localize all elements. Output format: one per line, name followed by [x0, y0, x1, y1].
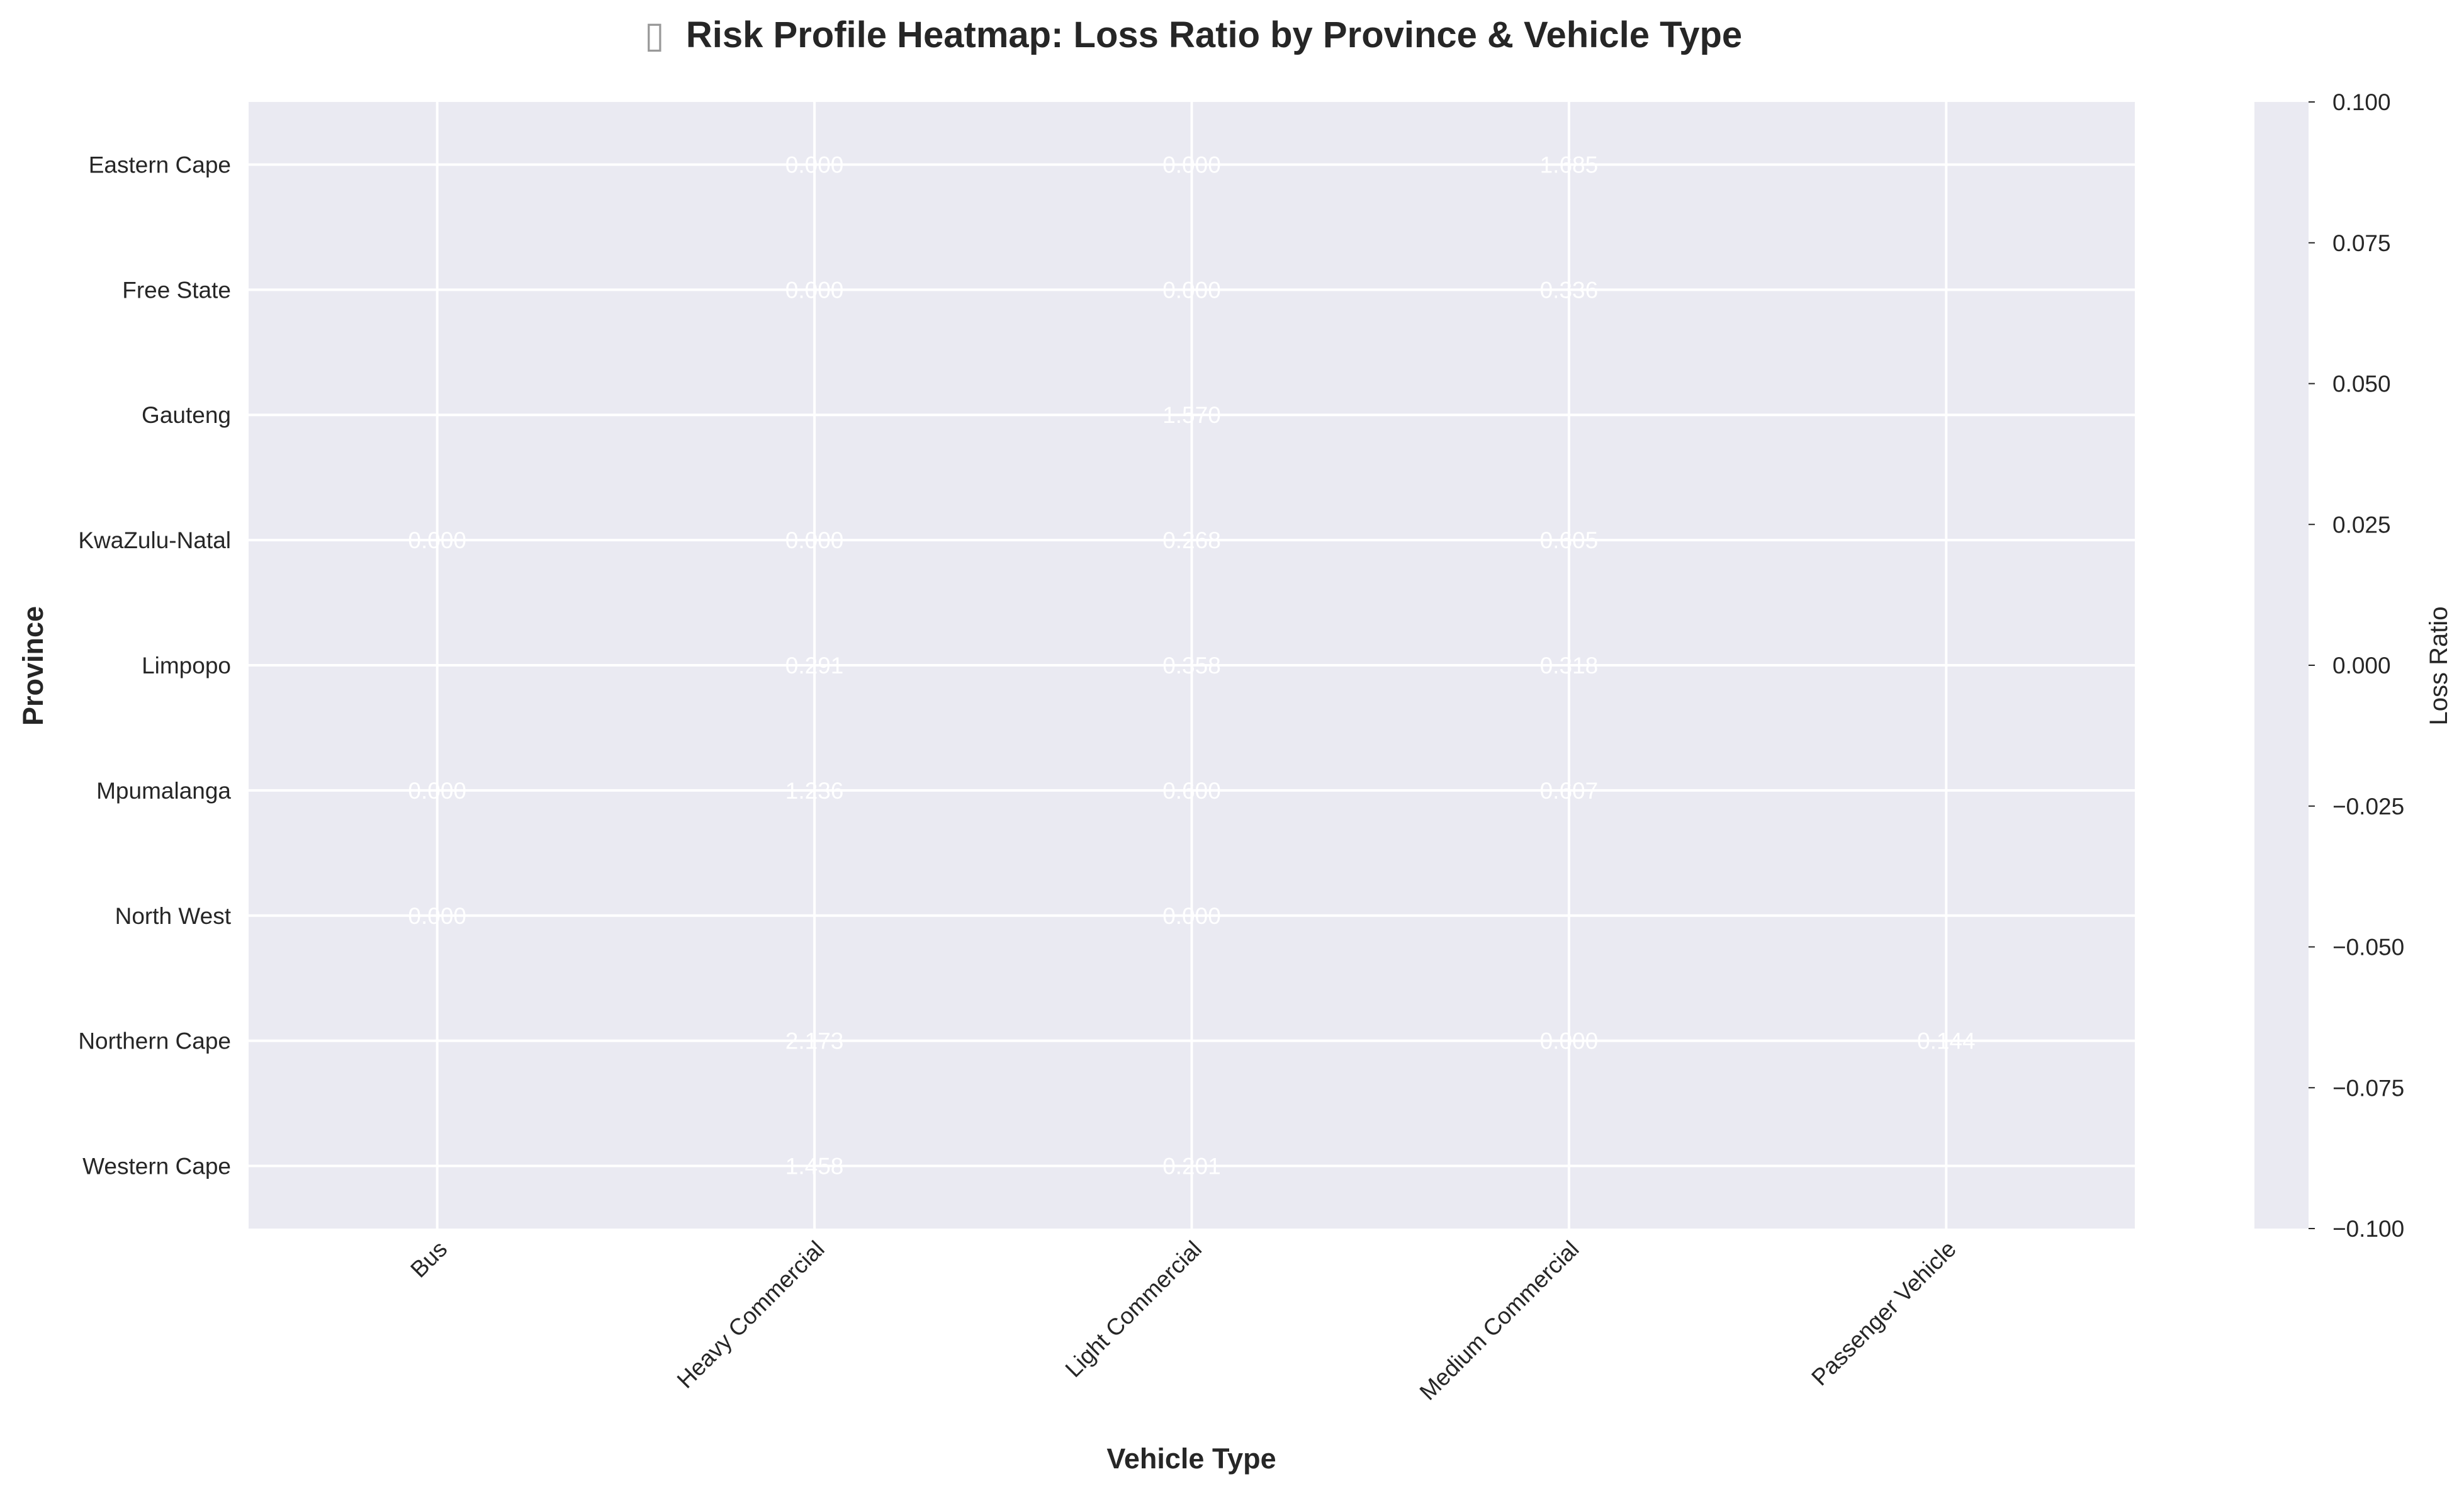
- colorbar-tick-label: −0.100: [2332, 1216, 2404, 1242]
- heatmap-cell-value: 0.000: [408, 778, 466, 804]
- x-tick-label: Bus: [405, 1236, 452, 1283]
- heatmap-cell-value: 0.000: [1162, 152, 1221, 177]
- colorbar: 0.100 0.075 0.050 0.025 0.000 −0.025 −0.050 −0.…: [2254, 89, 2404, 1242]
- heatmap-cell-value: 1.236: [785, 778, 844, 804]
- y-tick-label: Western Cape: [82, 1154, 231, 1179]
- y-tick-label: KwaZulu-Natal: [78, 527, 231, 553]
- colorbar-tick-label: −0.075: [2332, 1075, 2404, 1101]
- colorbar-tick-label: −0.050: [2332, 935, 2404, 960]
- heatmap-cell-value: 0.000: [785, 527, 844, 553]
- colorbar-tick-label: 0.100: [2332, 89, 2391, 115]
- plot-area: [249, 102, 2135, 1229]
- heatmap-cell-value: 0.144: [1917, 1028, 1976, 1054]
- x-tick-label: Medium Commercial: [1415, 1236, 1584, 1405]
- y-tick-label: Northern Cape: [78, 1028, 231, 1054]
- heatmap-cell-value: 0.291: [785, 653, 844, 678]
- y-tick-label: Eastern Cape: [89, 152, 231, 177]
- colorbar-tick-label: 0.025: [2332, 512, 2391, 537]
- x-tick-label: Heavy Commercial: [672, 1236, 830, 1393]
- heatmap-cell-value: 0.268: [1162, 527, 1221, 553]
- heatmap-cell-value: 0.000: [408, 527, 466, 553]
- colorbar-tick-label: 0.000: [2332, 653, 2391, 678]
- colorbar-scale: [2254, 102, 2309, 1229]
- heatmap-cell-value: 0.607: [1540, 778, 1599, 804]
- title-icon: ▯: [644, 14, 665, 55]
- y-tick-label: Mpumalanga: [96, 778, 231, 804]
- heatmap-cell-value: 0.000: [1162, 903, 1221, 929]
- heatmap-cell-value: 0.000: [1162, 277, 1221, 303]
- y-tick-label: Free State: [122, 277, 231, 303]
- x-axis-label: Vehicle Type: [1106, 1443, 1276, 1475]
- title-text: Risk Profile Heatmap: Loss Ratio by Prov…: [686, 14, 1742, 55]
- heatmap-cell-value: 1.458: [785, 1154, 844, 1179]
- heatmap-cell-value: 0.000: [1540, 1028, 1599, 1054]
- colorbar-tick-label: 0.075: [2332, 230, 2391, 256]
- heatmap-cell-value: 1.685: [1540, 152, 1599, 177]
- chart-title: ▯ Risk Profile Heatmap: Loss Ratio by Pr…: [644, 14, 1742, 55]
- y-tick-label: North West: [115, 903, 232, 929]
- heatmap-cell-value: 0.358: [1162, 653, 1221, 678]
- heatmap-cell-value: 1.570: [1162, 402, 1221, 428]
- heatmap-cell-value: 0.336: [1540, 277, 1599, 303]
- heatmap-cell-value: 0.600: [1162, 778, 1221, 804]
- heatmap-cell-value: 0.318: [1540, 653, 1599, 678]
- y-axis-label: Province: [17, 606, 49, 726]
- colorbar-tick-label: −0.025: [2332, 794, 2404, 819]
- cell-annotations: 0.000 0.000 1.685 0.000 0.000 0.336 1.570 0.000…: [408, 152, 1975, 1179]
- x-tick-label: Passenger Vehicle: [1806, 1236, 1961, 1391]
- y-tick-labels: Eastern Cape Free State Gauteng KwaZulu-Nat…: [78, 152, 232, 1179]
- heatmap-cell-value: 0.201: [1162, 1154, 1221, 1179]
- colorbar-label: Loss Ratio: [2425, 607, 2453, 726]
- heatmap-cell-value: 0.605: [1540, 527, 1599, 553]
- heatmap-cell-value: 0.000: [785, 152, 844, 177]
- heatmap-cell-value: 0.000: [785, 277, 844, 303]
- y-tick-label: Limpopo: [142, 653, 231, 678]
- x-tick-labels: Bus Heavy Commercial Light Commercial Mediu…: [405, 1236, 1961, 1405]
- y-tick-label: Gauteng: [142, 402, 231, 428]
- heatmap-cell-value: 2.173: [785, 1028, 844, 1054]
- colorbar-tick-label: 0.050: [2332, 371, 2391, 397]
- x-tick-label: Light Commercial: [1060, 1236, 1207, 1383]
- heatmap-cell-value: 0.000: [408, 903, 466, 929]
